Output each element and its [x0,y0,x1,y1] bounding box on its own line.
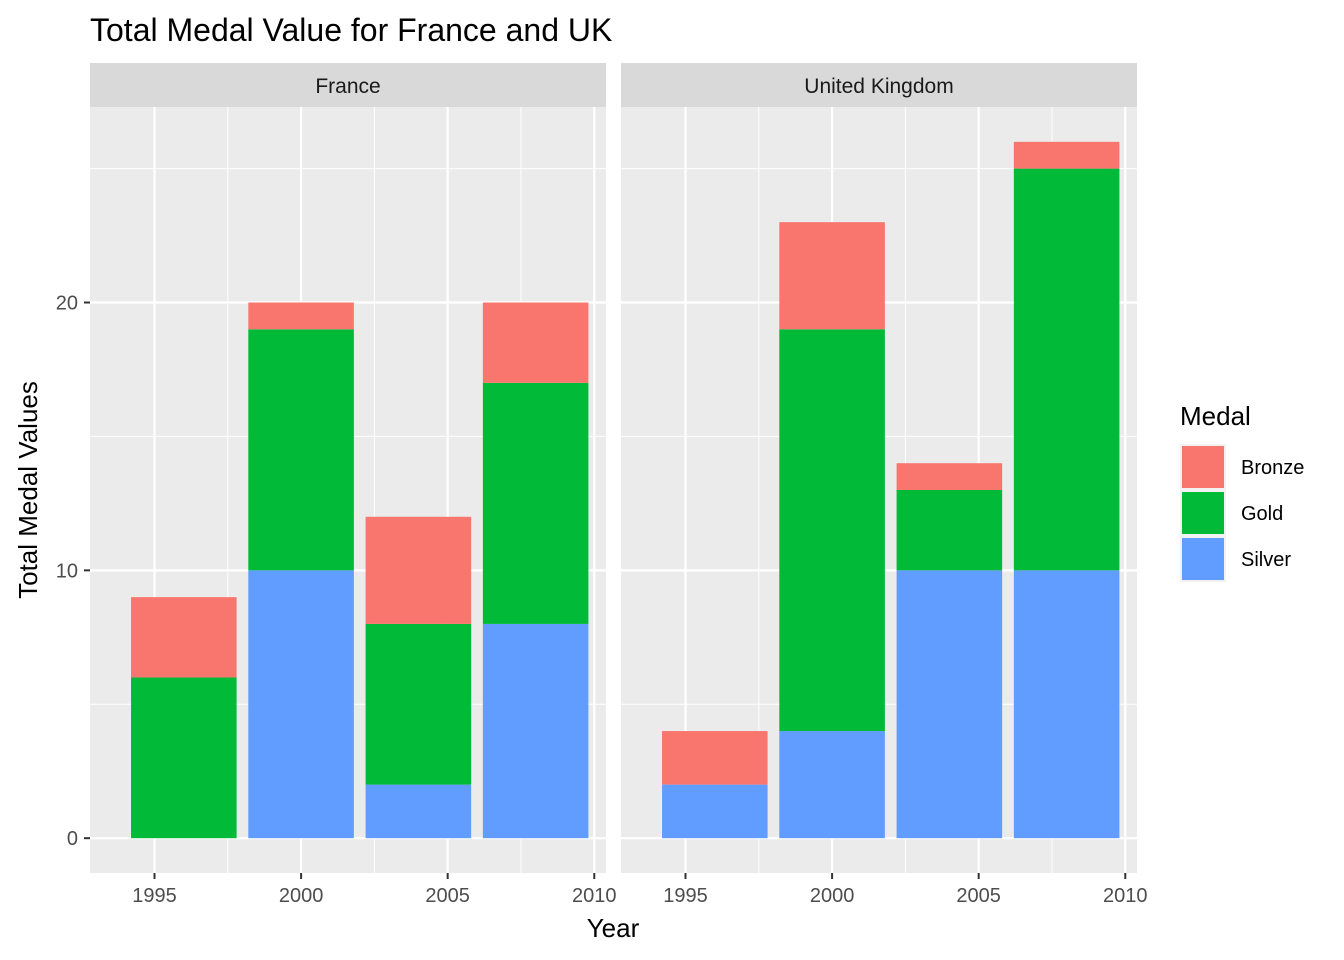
bar-segment-bronze [131,597,237,678]
bar-segment-gold [248,329,354,571]
bar-segment-silver [248,570,354,839]
y-axis: 0 10 20 [56,293,90,850]
bar-segment-bronze [779,222,885,330]
legend-key-bronze [1182,446,1224,488]
bar-segment-gold [896,490,1003,571]
x-axis-title: Year [587,913,640,943]
legend-key-silver [1182,538,1224,580]
bar-segment-silver [1013,570,1120,839]
bar-segment-bronze [1013,141,1120,169]
facet-panel: France 1995 2000 2005 2010 [90,63,617,907]
x-tick-label: 1995 [132,885,177,907]
legend-key-gold [1182,492,1224,534]
x-tick-label: 2000 [810,885,855,907]
bar-segment-gold [482,382,589,624]
bar-segment-silver [896,570,1003,839]
x-tick-label: 2005 [956,885,1001,907]
bar-segment-gold [1013,168,1120,571]
bar-segment-bronze [662,731,768,785]
bar-segment-silver [482,623,589,839]
facet-panel: United Kingdom 1995 2000 2005 2010 [621,63,1148,907]
facet-label: France [315,75,380,98]
y-axis-title: Total Medal Values [13,381,43,599]
bar-segment-bronze [482,302,589,383]
x-tick-label: 2000 [279,885,324,907]
facet-strip [621,63,1137,107]
legend: Medal Bronze Gold Silver [1180,401,1304,582]
chart-title: Total Medal Value for France and UK [90,12,612,48]
bar-segment-silver [365,784,472,839]
legend-label-bronze: Bronze [1241,457,1304,479]
legend-label-silver: Silver [1241,549,1291,571]
y-tick-label: 20 [56,293,78,315]
x-tick-label: 2010 [1103,885,1148,907]
bar-segment-bronze [365,516,472,624]
bar-segment-bronze [248,302,354,330]
bar-segment-gold [131,677,237,839]
facet-label: United Kingdom [804,75,953,98]
bar-segment-gold [779,329,885,732]
bar-segment-bronze [896,463,1003,490]
y-tick-label: 10 [56,560,78,582]
facet-strip [90,63,606,107]
bar-segment-silver [662,784,768,839]
bar-segment-silver [779,731,885,839]
x-tick-label: 1995 [663,885,708,907]
legend-title: Medal [1180,401,1251,431]
facet-panels: France 1995 2000 2005 2010 United Kingdom 1995… [90,63,1148,907]
x-tick-label: 2005 [425,885,470,907]
bar-segment-gold [365,623,472,785]
y-tick-label: 0 [67,828,78,850]
legend-label-gold: Gold [1241,503,1283,525]
x-tick-label: 2010 [572,885,617,907]
